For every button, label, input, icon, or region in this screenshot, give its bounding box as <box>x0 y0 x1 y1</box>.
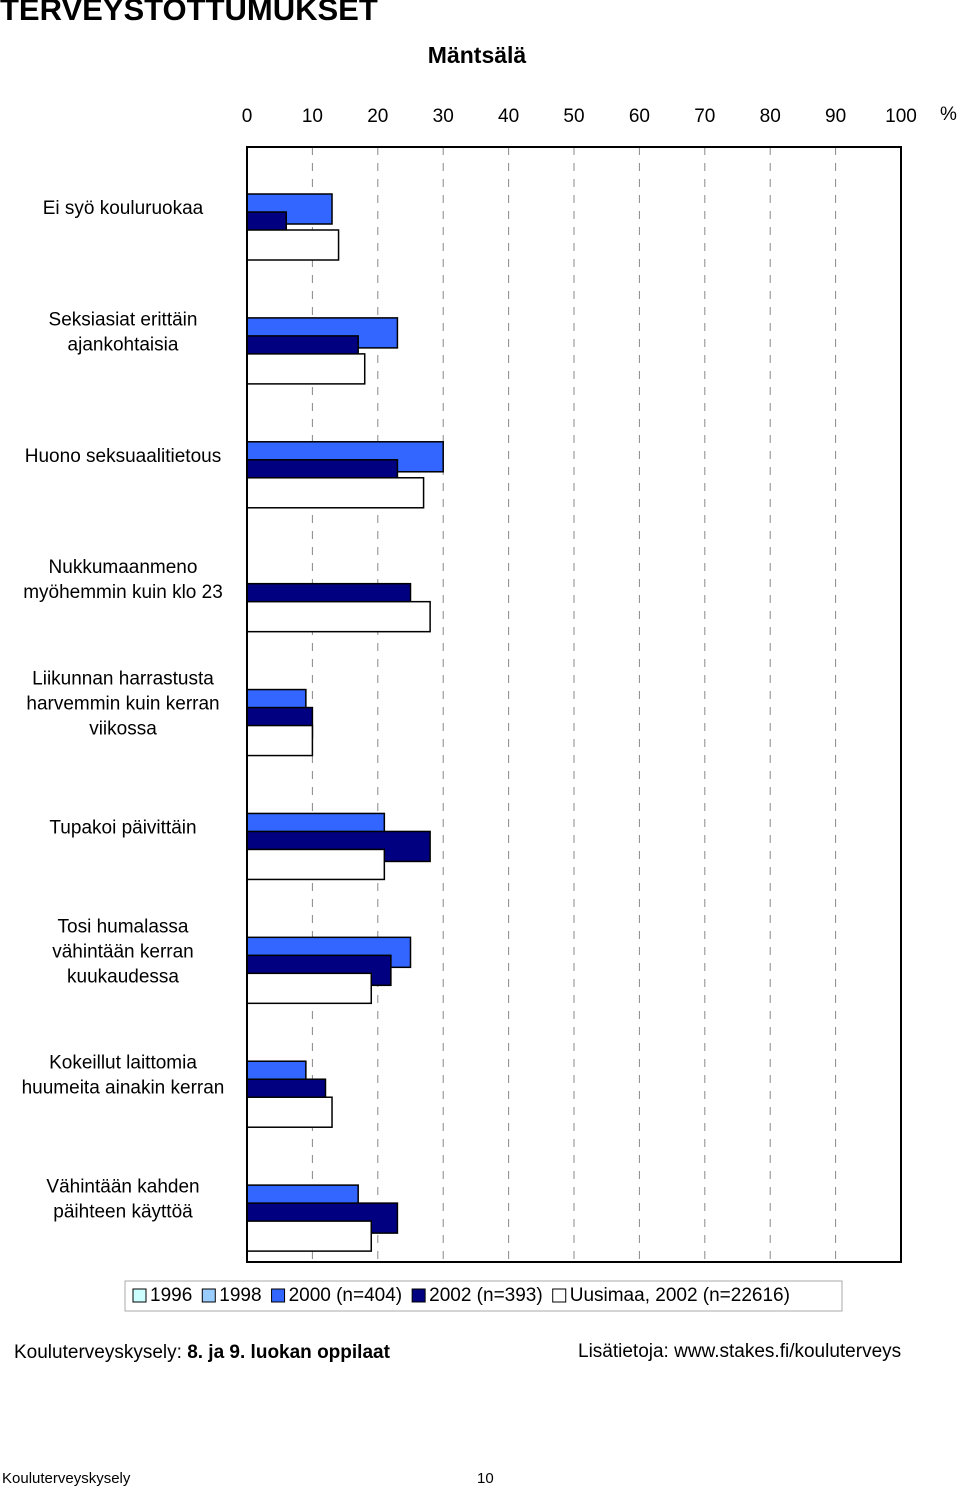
legend-swatch <box>552 1288 567 1303</box>
legend-label: 1996 <box>150 1285 192 1306</box>
x-tick-label: 90 <box>825 106 846 127</box>
legend-swatch <box>132 1288 147 1303</box>
y-tick-label-line: Seksiasiat erittäin <box>49 309 198 330</box>
y-tick-label-line: Vähintään kahden <box>46 1177 199 1198</box>
x-axis-unit: % <box>940 104 957 125</box>
bar <box>246 1096 333 1128</box>
y-tick-label-line: huumeita ainakin kerran <box>22 1078 225 1099</box>
legend-label: Uusimaa, 2002 (n=22616) <box>570 1285 790 1306</box>
legend-swatch <box>411 1288 426 1303</box>
x-tick-label: 20 <box>367 106 388 127</box>
y-tick-label-line: Tosi humalassa <box>58 916 189 937</box>
footer-left-bold: 8. ja 9. luokan oppilaat <box>187 1342 390 1363</box>
bar <box>246 1220 373 1252</box>
bar <box>246 353 366 385</box>
y-tick-label-line: päihteen käyttöä <box>53 1202 193 1223</box>
bar <box>246 972 373 1005</box>
y-tick-label: Liikunnan harrastusta harvemmin kuin kerr… <box>26 669 219 740</box>
y-tick-label: Seksiasiat erittäin ajankohtaisia <box>49 309 198 355</box>
footer-left-text: Kouluterveyskysely: <box>14 1342 182 1363</box>
y-tick-label-line: myöhemmin kuin klo 23 <box>23 582 223 603</box>
y-tick-label: Nukkumaanmeno myöhemmin kuin klo 23 <box>23 557 223 603</box>
bar <box>246 848 386 881</box>
y-tick-label-line: ajankohtaisia <box>68 334 179 355</box>
legend-swatch <box>271 1288 286 1303</box>
x-tick-label: 50 <box>563 106 584 127</box>
plot-frame <box>246 146 902 1263</box>
y-tick-label: Ei syö kouluruokaa <box>43 198 204 219</box>
bar <box>246 724 314 757</box>
footer-left: Kouluterveyskysely: 8. ja 9. luokan oppi… <box>14 1342 391 1363</box>
y-tick-label: Kokeillut laittomia huumeita ainakin kerr… <box>22 1053 225 1099</box>
y-tick-label-line: vähintään kerran <box>52 941 194 962</box>
y-tick-label: Huono seksuaalitietous <box>25 446 221 467</box>
y-tick-label-line: Nukkumaanmeno <box>49 557 198 578</box>
legend-label: 2000 (n=404) <box>289 1285 403 1306</box>
y-tick-label-line: Huono seksuaalitietous <box>25 446 221 467</box>
legend-label: 1998 <box>219 1285 261 1306</box>
footer-right: Lisätietoja: www.stakes.fi/kouluterveys <box>578 1341 901 1362</box>
legend-box <box>124 1280 843 1312</box>
legend-label: 2002 (n=393) <box>429 1285 543 1306</box>
page-number: 10 <box>477 1470 494 1487</box>
x-tick-label: 60 <box>629 106 650 127</box>
bar <box>246 600 431 633</box>
y-tick-label-line: Liikunnan harrastusta <box>32 669 214 690</box>
y-tick-label: Vähintään kahden päihteen käyttöä <box>46 1177 199 1223</box>
y-tick-label: Tupakoi päivittäin <box>49 817 196 838</box>
page-footer: Kouluterveyskysely <box>2 1470 131 1487</box>
x-tick-label: 40 <box>498 106 519 127</box>
x-tick-label: 80 <box>760 106 781 127</box>
bar <box>246 477 425 509</box>
x-tick-label: 100 <box>885 106 917 127</box>
page-heading: TERVEYSTOTTUMUKSET <box>0 0 378 27</box>
y-tick-label-line: Tupakoi päivittäin <box>49 817 196 838</box>
x-tick-label: 30 <box>433 106 454 127</box>
y-tick-label-line: kuukaudessa <box>67 966 179 987</box>
y-tick-label: Tosi humalassa vähintään kerran kuukaudess… <box>52 916 194 987</box>
legend-swatch <box>201 1288 216 1303</box>
y-tick-label-line: Ei syö kouluruokaa <box>43 198 204 219</box>
x-tick-label: 10 <box>302 106 323 127</box>
x-tick-label: 0 <box>242 106 253 127</box>
y-tick-label-line: harvemmin kuin kerran <box>26 694 219 715</box>
x-tick-label: 70 <box>694 106 715 127</box>
y-tick-label-line: viikossa <box>89 719 157 740</box>
bar <box>246 229 340 261</box>
y-tick-label-line: Kokeillut laittomia <box>49 1053 197 1074</box>
chart-title: Mäntsälä <box>428 42 527 68</box>
